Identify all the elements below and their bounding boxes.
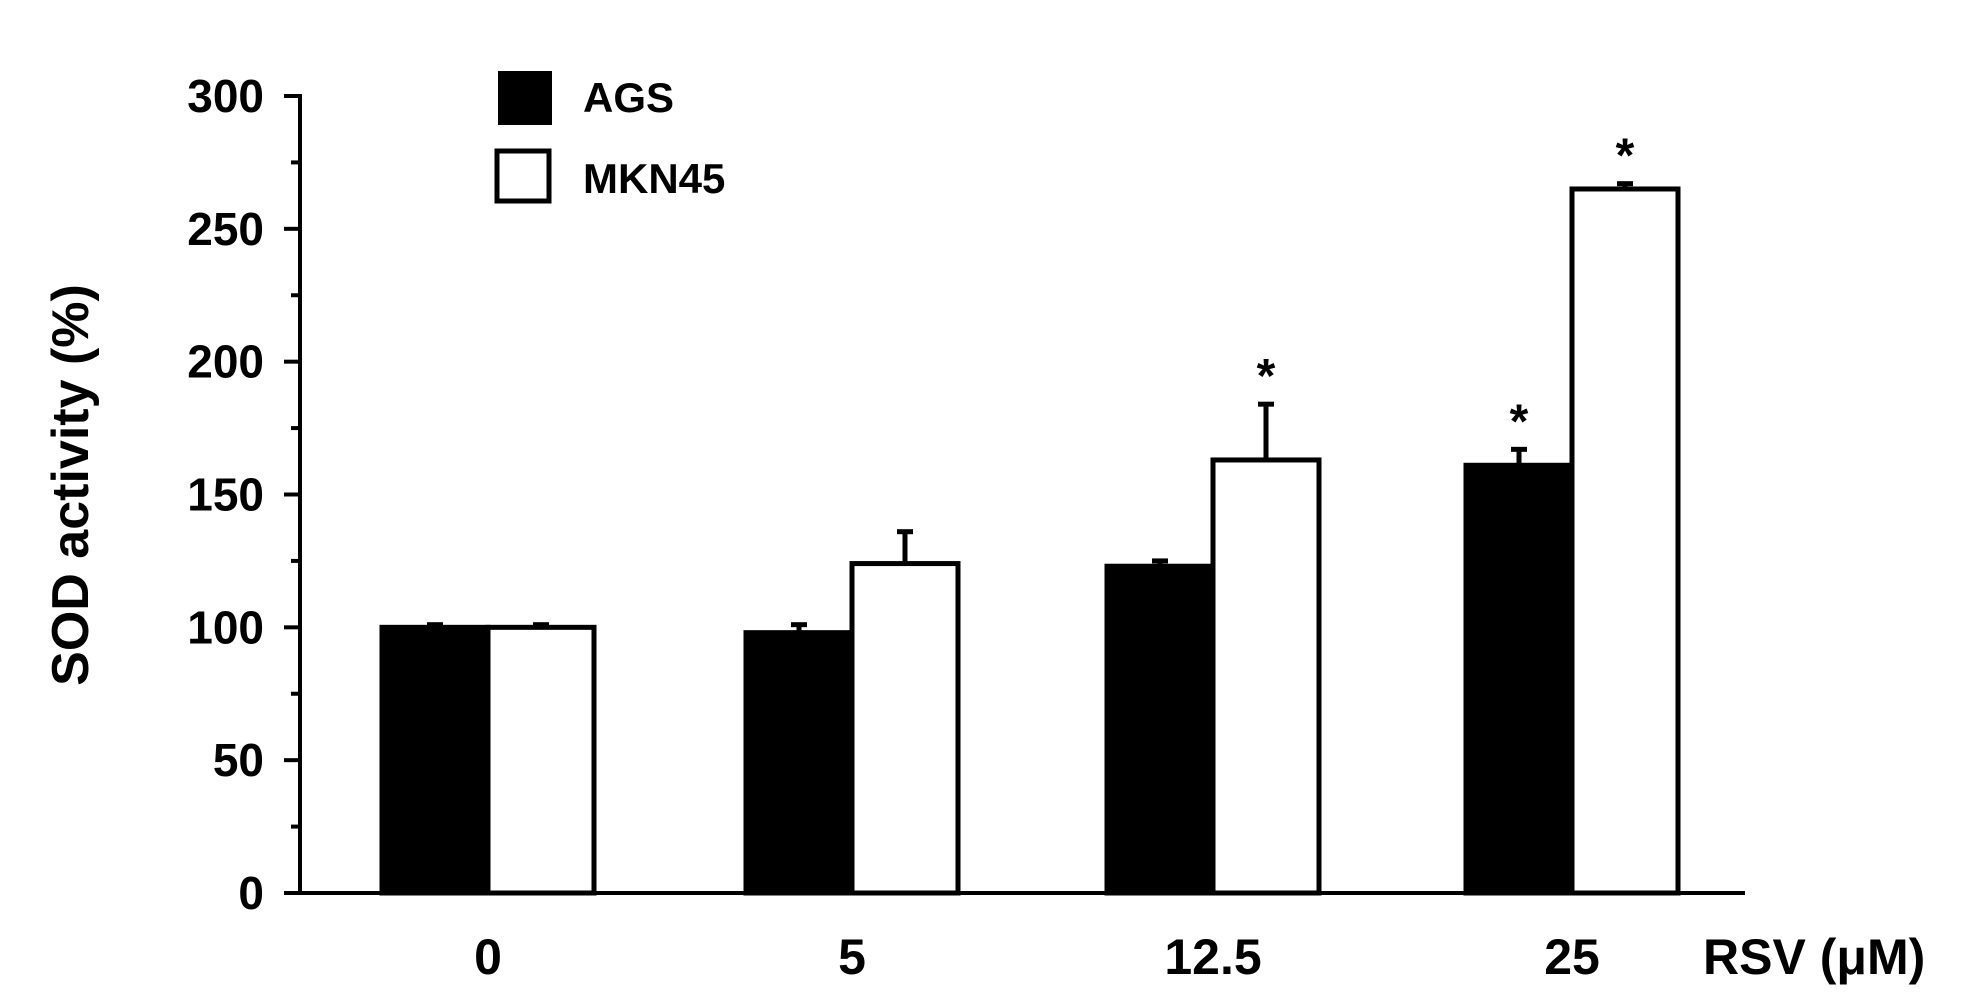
bars bbox=[379, 186, 1681, 896]
significance-star: * bbox=[1257, 350, 1276, 403]
legend-label-ags: AGS bbox=[583, 74, 674, 121]
error-bars bbox=[427, 181, 1633, 633]
y-tick-label: 0 bbox=[238, 867, 264, 919]
y-tick-label: 150 bbox=[187, 469, 264, 521]
x-tick-label: 5 bbox=[838, 929, 866, 985]
significance-star: * bbox=[1616, 130, 1635, 183]
y-tick-label: 100 bbox=[187, 601, 264, 653]
legend-swatch-ags bbox=[498, 71, 552, 125]
legend: AGS MKN45 bbox=[494, 71, 725, 204]
bar-mkn45-0 bbox=[485, 624, 597, 896]
y-tick-label: 300 bbox=[187, 70, 264, 122]
bar-ags-0 bbox=[379, 624, 491, 896]
y-tick-label: 50 bbox=[213, 734, 264, 786]
x-tick-label: 12.5 bbox=[1164, 929, 1261, 985]
bar-ags-3 bbox=[1463, 462, 1575, 896]
bar-ags-2 bbox=[1104, 563, 1216, 896]
legend-label-mkn45: MKN45 bbox=[583, 155, 725, 202]
y-axis-title: SOD activity (%) bbox=[42, 284, 100, 686]
y-axis: 0 50 100 150 200 250 300 bbox=[187, 70, 302, 919]
significance-markers: * * * bbox=[1257, 130, 1635, 449]
significance-star: * bbox=[1510, 395, 1529, 448]
x-axis-title: RSV (μM) bbox=[1703, 929, 1925, 985]
x-axis: 0 5 12.5 25 bbox=[298, 891, 1745, 985]
bar-mkn45-1 bbox=[849, 561, 961, 896]
y-tick-label: 200 bbox=[187, 336, 264, 388]
x-tick-label: 0 bbox=[474, 929, 502, 985]
x-tick-label: 25 bbox=[1544, 929, 1600, 985]
bar-mkn45-3 bbox=[1569, 186, 1681, 896]
bar-mkn45-2 bbox=[1210, 457, 1322, 896]
bar-ags-1 bbox=[743, 630, 855, 896]
y-tick-label: 250 bbox=[187, 203, 264, 255]
legend-swatch-mkn45 bbox=[494, 148, 552, 204]
